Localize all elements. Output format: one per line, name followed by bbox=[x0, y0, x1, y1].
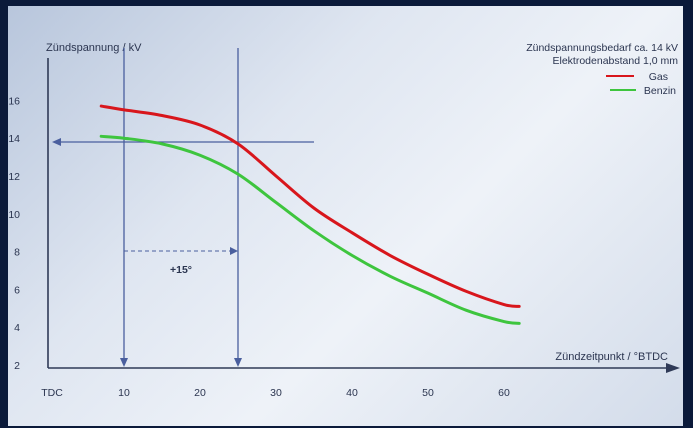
y-tick-label: 14 bbox=[8, 133, 20, 145]
y-tick-label: 2 bbox=[14, 360, 20, 372]
x-tick-label: TDC bbox=[41, 387, 63, 399]
x-axis-label: Zündzeitpunkt / °BTDC bbox=[555, 351, 668, 363]
y-tick-label: 16 bbox=[8, 95, 20, 107]
reference-arrowhead-down bbox=[234, 358, 242, 367]
x-tick-label: 10 bbox=[118, 387, 130, 399]
x-tick-label: 50 bbox=[422, 387, 434, 399]
annotation-line-1: Zündspannungsbedarf ca. 14 kV bbox=[526, 42, 678, 54]
x-tick-label: 60 bbox=[498, 387, 510, 399]
shift-arrowhead bbox=[230, 247, 238, 255]
y-tick-label: 8 bbox=[14, 247, 20, 259]
y-tick-label: 12 bbox=[8, 171, 20, 183]
y-tick-label: 4 bbox=[14, 322, 20, 334]
y-axis-label: Zündspannung / kV bbox=[46, 42, 142, 54]
legend-label-benzin: Benzin bbox=[644, 85, 676, 97]
y-tick-label: 6 bbox=[14, 284, 20, 296]
reference-lines: +15° bbox=[52, 48, 314, 367]
x-tick-label: 20 bbox=[194, 387, 206, 399]
legend-label-gas: Gas bbox=[649, 71, 668, 83]
reference-arrowhead-left bbox=[52, 137, 61, 146]
y-tick-label: 10 bbox=[8, 209, 20, 221]
axis-ticks: TDC 10 20 30 40 50 60 2 4 6 8 10 12 14 16 bbox=[8, 95, 510, 399]
series-lines bbox=[99, 104, 521, 325]
series-line-benzin bbox=[99, 134, 521, 325]
x-tick-label: 40 bbox=[346, 387, 358, 399]
x-tick-label: 30 bbox=[270, 387, 282, 399]
x-axis-arrowhead bbox=[666, 363, 680, 373]
chart-panel bbox=[8, 6, 683, 426]
reference-arrowhead-down bbox=[120, 358, 128, 367]
annotation-line-2: Elektrodenabstand 1,0 mm bbox=[553, 55, 679, 67]
series-line-gas bbox=[99, 104, 521, 308]
shift-label: +15° bbox=[170, 264, 192, 276]
